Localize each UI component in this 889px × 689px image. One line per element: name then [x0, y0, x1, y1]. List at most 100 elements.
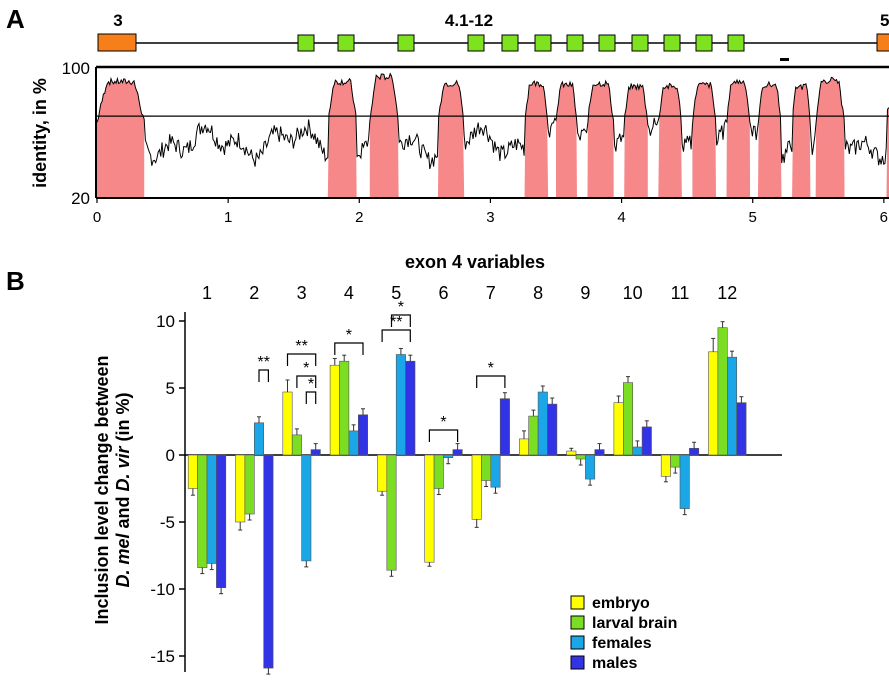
b-category-label: 7: [486, 283, 496, 303]
panel-b-letter: B: [6, 266, 25, 296]
exon-4-box: [727, 34, 745, 52]
conserved-region-15: [886, 107, 889, 198]
exon-4-box: [631, 34, 649, 52]
bar-larval-brain-10: [622, 382, 633, 456]
exon-4-box: [534, 34, 552, 52]
bar-embryo-11: [660, 454, 671, 477]
exon-3-box: [97, 33, 137, 52]
b-y-axis-label-line1: Inclusion level change between: [92, 355, 112, 624]
conserved-region-13: [792, 83, 811, 198]
legend-swatch-females: [570, 635, 585, 650]
bar-embryo-5: [377, 454, 388, 492]
bar-females-7: [490, 454, 501, 488]
panel-a-letter: A: [6, 4, 25, 34]
a-xtick-label: 5: [749, 209, 757, 226]
conserved-region-6: [556, 81, 577, 198]
b-category-label: 6: [438, 283, 448, 303]
bar-females-12: [726, 356, 737, 456]
bar-larval-brain-4: [339, 360, 350, 456]
bar-larval-brain-1: [197, 454, 208, 568]
bar-embryo-6: [424, 454, 435, 563]
conserved-region-11: [726, 80, 751, 198]
conserved-region-10: [692, 82, 716, 198]
bar-larval-brain-8: [528, 415, 539, 456]
conserved-region-8: [624, 83, 648, 198]
bar-males-3: [310, 449, 321, 456]
b-category-label: 8: [533, 283, 543, 303]
b-ytick-label: -10: [150, 580, 175, 599]
bar-males-7: [499, 398, 510, 456]
identity-plot: 0 1 2 3 4 5 6 100 20 identity, in %: [30, 59, 889, 226]
bar-females-1: [206, 454, 217, 564]
significance-label: *: [303, 360, 309, 377]
bar-embryo-12: [708, 351, 719, 456]
a-xtick-label: 3: [486, 209, 494, 226]
exon-4-box: [297, 34, 315, 52]
conserved-region-9: [658, 83, 682, 198]
b-ylabel-species1: D. mel: [113, 533, 133, 588]
significance-bracket: [381, 329, 411, 342]
bar-females-3: [301, 454, 312, 562]
significance-bracket: [390, 314, 411, 327]
conserved-region-2: [327, 78, 357, 198]
significance-label: **: [295, 338, 307, 355]
bar-embryo-8: [518, 438, 529, 456]
conserved-regions: [97, 73, 889, 198]
bar-males-2: [263, 454, 274, 669]
b-ytick-label: -15: [150, 647, 175, 666]
bar-females-11: [679, 454, 690, 509]
a-xtick-label: 0: [93, 209, 101, 226]
legend-swatch-males: [570, 655, 585, 670]
bar-embryo-7: [471, 454, 482, 520]
b-ytick-label: 10: [156, 312, 175, 331]
significance-label: *: [488, 360, 494, 377]
bar-embryo-4: [329, 364, 340, 456]
b-ylabel-unit: (in %): [113, 392, 133, 446]
significance-label: **: [390, 314, 402, 331]
bar-males-10: [641, 426, 652, 456]
b-ytick-label: 5: [166, 379, 175, 398]
bar-larval-brain-2: [244, 454, 255, 515]
b-bars: [187, 321, 747, 675]
bar-females-8: [537, 391, 548, 456]
legend-label-larval-brain: larval brain: [592, 615, 677, 632]
exon-4-box: [598, 34, 616, 52]
legend-label-embryo: embryo: [592, 595, 650, 612]
significance-bracket: [296, 375, 317, 388]
b-chart-title: exon 4 variables: [405, 252, 545, 272]
bar-females-5: [395, 354, 406, 456]
exon-5-box: [876, 33, 889, 52]
a-xtick-label: 6: [880, 209, 888, 226]
a-xtick-label: 4: [617, 209, 625, 226]
conserved-region-5: [524, 81, 549, 198]
b-category-label: 10: [623, 283, 643, 303]
bar-males-8: [547, 403, 558, 456]
b-category-label: 1: [202, 283, 212, 303]
bar-larval-brain-5: [386, 454, 397, 571]
significance-bracket: [258, 369, 269, 382]
exon-boxes: [97, 33, 889, 52]
exon-4-box: [695, 34, 713, 52]
b-ylabel-species2: D. vir: [113, 445, 133, 491]
significance-bracket: [305, 391, 317, 404]
b-category-label: 11: [671, 283, 690, 303]
a-ytick-20: 20: [71, 189, 90, 208]
exon-label-3: 3: [113, 11, 122, 30]
bar-embryo-3: [282, 391, 293, 456]
exon-label-5: 5: [880, 11, 889, 30]
significance-label: *: [440, 414, 446, 431]
significance-label: *: [398, 299, 404, 316]
conserved-region-7: [587, 81, 614, 198]
conserved-region-12: [757, 82, 782, 198]
significance-bracket: [428, 429, 459, 442]
exon-4-box: [566, 34, 584, 52]
conserved-region-14: [815, 77, 845, 198]
exon-4-box: [501, 34, 519, 52]
a-y-axis-label: identity, in %: [30, 78, 50, 188]
exon-label-4: 4.1-12: [445, 11, 493, 30]
exon-4-box: [467, 34, 485, 52]
conserved-region-1: [97, 78, 145, 198]
exon-4-box: [397, 34, 415, 52]
significance-label: *: [346, 327, 352, 344]
